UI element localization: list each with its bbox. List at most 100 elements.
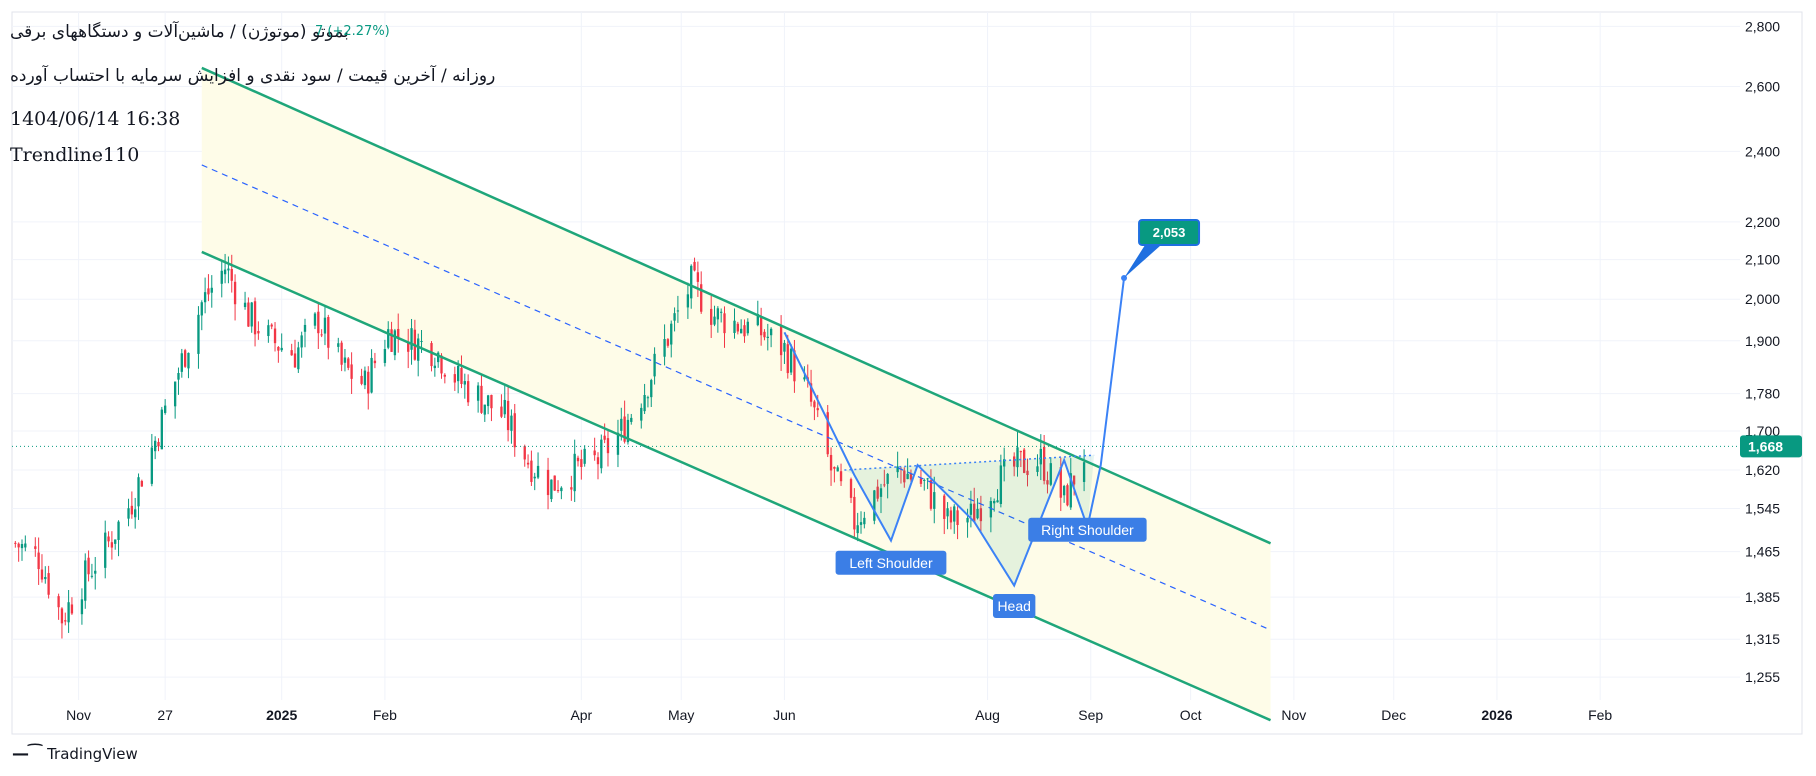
candle-body bbox=[1022, 449, 1026, 473]
y-tick-label: 1,700 bbox=[1745, 423, 1780, 439]
candle-body bbox=[157, 441, 160, 447]
candle-body bbox=[134, 509, 137, 518]
tradingview-brand[interactable]: —⁀ TradingView bbox=[12, 744, 138, 764]
candle-body bbox=[44, 577, 47, 580]
candle-body bbox=[173, 381, 177, 407]
candle-body bbox=[546, 469, 550, 496]
x-tick-label: May bbox=[668, 707, 694, 723]
candle-body bbox=[154, 440, 157, 452]
candle-body bbox=[210, 287, 213, 293]
candle-body bbox=[417, 338, 420, 361]
candle-body bbox=[127, 508, 130, 519]
candle-body bbox=[713, 316, 716, 325]
candle-body bbox=[653, 353, 656, 377]
pattern-path bbox=[783, 277, 1126, 588]
candle-body bbox=[973, 503, 976, 522]
candle-body bbox=[160, 409, 163, 450]
y-tick-label: 2,400 bbox=[1745, 143, 1780, 159]
candle-body bbox=[763, 331, 766, 338]
candle-body bbox=[626, 419, 630, 443]
candle-body bbox=[443, 374, 446, 377]
candle-body bbox=[690, 265, 693, 299]
candle-body bbox=[273, 328, 277, 344]
candle-body bbox=[24, 543, 27, 548]
symbol-title: بموتو (موتوژن) / ماشین‌آلات و دستگاههای … bbox=[10, 22, 349, 42]
candle-body bbox=[976, 508, 979, 519]
x-tick-label: Oct bbox=[1180, 707, 1202, 723]
candle-body bbox=[686, 294, 690, 308]
candle-body bbox=[84, 560, 87, 601]
candle-body bbox=[150, 447, 154, 484]
candle-body bbox=[789, 348, 793, 373]
candle-body bbox=[94, 570, 97, 574]
candle-body bbox=[896, 466, 899, 473]
candle-body bbox=[250, 302, 253, 327]
candle-body bbox=[293, 353, 297, 368]
candle-body bbox=[243, 302, 247, 308]
candle-body bbox=[906, 473, 909, 480]
channel-middle-line bbox=[201, 164, 1271, 631]
candle-body bbox=[996, 500, 999, 503]
y-tick-label: 1,315 bbox=[1745, 631, 1780, 647]
candle-body bbox=[513, 413, 516, 448]
candle-body bbox=[410, 328, 413, 350]
candle-body bbox=[643, 395, 646, 412]
candle-body bbox=[114, 539, 117, 544]
annotation-box bbox=[835, 550, 947, 575]
candle-body bbox=[733, 320, 736, 333]
candle-body bbox=[743, 325, 746, 337]
candle-body bbox=[257, 331, 260, 334]
last-price-badge bbox=[1740, 435, 1802, 458]
candle-body bbox=[526, 462, 530, 465]
x-tick-label: 27 bbox=[157, 707, 173, 723]
target-callout-pointer bbox=[1124, 244, 1162, 278]
candle-body bbox=[783, 342, 786, 352]
candle-body bbox=[949, 510, 953, 523]
candle-body bbox=[1036, 466, 1039, 472]
candle-body bbox=[570, 487, 573, 490]
candle-body bbox=[873, 490, 876, 521]
candle-body bbox=[383, 349, 387, 363]
candle-body bbox=[533, 476, 536, 479]
annotation-box bbox=[992, 593, 1036, 618]
candle-body bbox=[277, 347, 280, 351]
candle-body bbox=[267, 325, 270, 337]
candle-body bbox=[506, 400, 510, 431]
candle-body bbox=[1062, 485, 1066, 496]
candle-body bbox=[793, 350, 796, 382]
candle-body bbox=[453, 374, 456, 383]
channel-area bbox=[201, 67, 1271, 721]
annotation-text: Head bbox=[997, 598, 1030, 614]
candle-body bbox=[503, 399, 506, 415]
candle-body bbox=[943, 495, 946, 519]
candle-body bbox=[650, 380, 653, 398]
candle-body bbox=[480, 385, 483, 413]
candle-body bbox=[623, 416, 626, 442]
candle-body bbox=[1069, 473, 1072, 508]
y-tick-label: 1,255 bbox=[1745, 669, 1780, 685]
candle-body bbox=[397, 328, 400, 339]
x-axis: Nov 27 2025 Feb Apr May Jun Aug Sep Oct Nov Dec 2026… bbox=[66, 707, 1612, 723]
candle-body bbox=[903, 470, 906, 483]
candle-body bbox=[337, 343, 340, 347]
candle-body bbox=[140, 480, 144, 487]
candle-body bbox=[716, 308, 720, 320]
candle-body bbox=[583, 448, 586, 464]
x-tick-label: Jun bbox=[773, 707, 796, 723]
candle-body bbox=[1046, 480, 1049, 485]
candle-body bbox=[40, 569, 44, 580]
candle-body bbox=[530, 460, 533, 482]
candle-body bbox=[163, 405, 167, 413]
candle-body bbox=[723, 313, 726, 334]
candle-body bbox=[320, 334, 323, 336]
y-tick-label: 1,900 bbox=[1745, 333, 1780, 349]
candle-body bbox=[700, 284, 703, 312]
candle-body bbox=[979, 508, 983, 522]
candle-body bbox=[836, 467, 839, 472]
candle-body bbox=[130, 505, 134, 515]
candle-body bbox=[187, 352, 190, 369]
author-name: Trendline110 bbox=[10, 144, 140, 166]
candle-body bbox=[456, 365, 460, 382]
annotation-labels: Left Shoulder Head Right Shoulder 2,053 bbox=[835, 218, 1201, 618]
